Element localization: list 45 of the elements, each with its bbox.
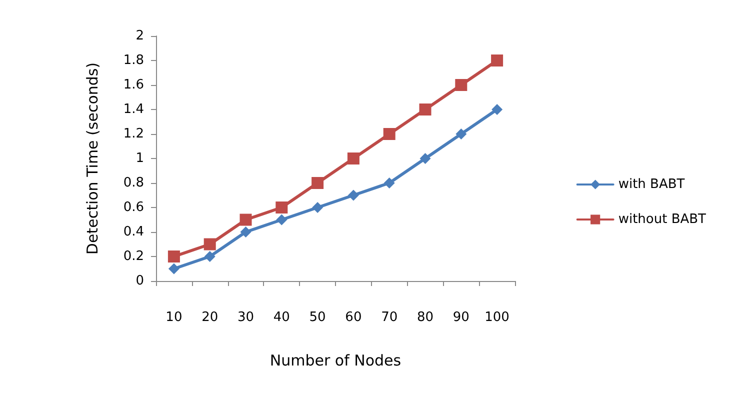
point (347, 152, 360, 164)
x-tick-label: 90 (452, 310, 470, 325)
x-tick-label: 10 (166, 310, 182, 325)
point (204, 238, 216, 250)
point (492, 104, 503, 115)
point (383, 128, 396, 140)
y-tick-label: 0.8 (123, 176, 144, 190)
point (276, 214, 288, 226)
legend-label: without BABT (618, 212, 706, 227)
point (419, 104, 432, 116)
y-axis-title: Detection Time (seconds) (84, 62, 102, 255)
point (420, 153, 431, 164)
y-tick-label: 1.6 (123, 78, 144, 92)
x-tick-label: 70 (381, 310, 398, 325)
x-tick-label: 20 (202, 310, 218, 325)
x-tick-label: 30 (237, 310, 254, 325)
y-tick-label: 0.2 (123, 249, 144, 264)
point (204, 251, 216, 262)
y-tick-label: 1.4 (123, 102, 144, 117)
x-tick-label: 100 (484, 310, 510, 325)
y-tick-label: 1 (136, 151, 144, 166)
point (456, 128, 467, 140)
point (240, 214, 252, 226)
point (348, 190, 359, 201)
point (312, 202, 324, 213)
point (455, 79, 468, 91)
y-tick-label: 0 (136, 274, 144, 288)
x-tick-label: 60 (345, 310, 362, 325)
x-tick-label: 40 (273, 310, 290, 325)
point (491, 54, 504, 66)
point (168, 250, 180, 262)
point (168, 263, 180, 274)
x-tick-label: 50 (309, 310, 326, 325)
y-tick-label: 2 (136, 28, 144, 44)
x-tick-label: 80 (416, 310, 434, 325)
y-tick-label: 1.2 (123, 126, 144, 142)
legend-label: with BABT (618, 177, 685, 192)
point (312, 177, 324, 189)
y-tick-label: 0.6 (123, 200, 144, 215)
x-axis-title: Number of Nodes (270, 352, 402, 370)
point (276, 202, 288, 214)
point (240, 226, 252, 238)
y-tick-label: 1.8 (123, 53, 144, 68)
y-tick-label: 0.4 (123, 224, 144, 240)
point (384, 178, 395, 188)
